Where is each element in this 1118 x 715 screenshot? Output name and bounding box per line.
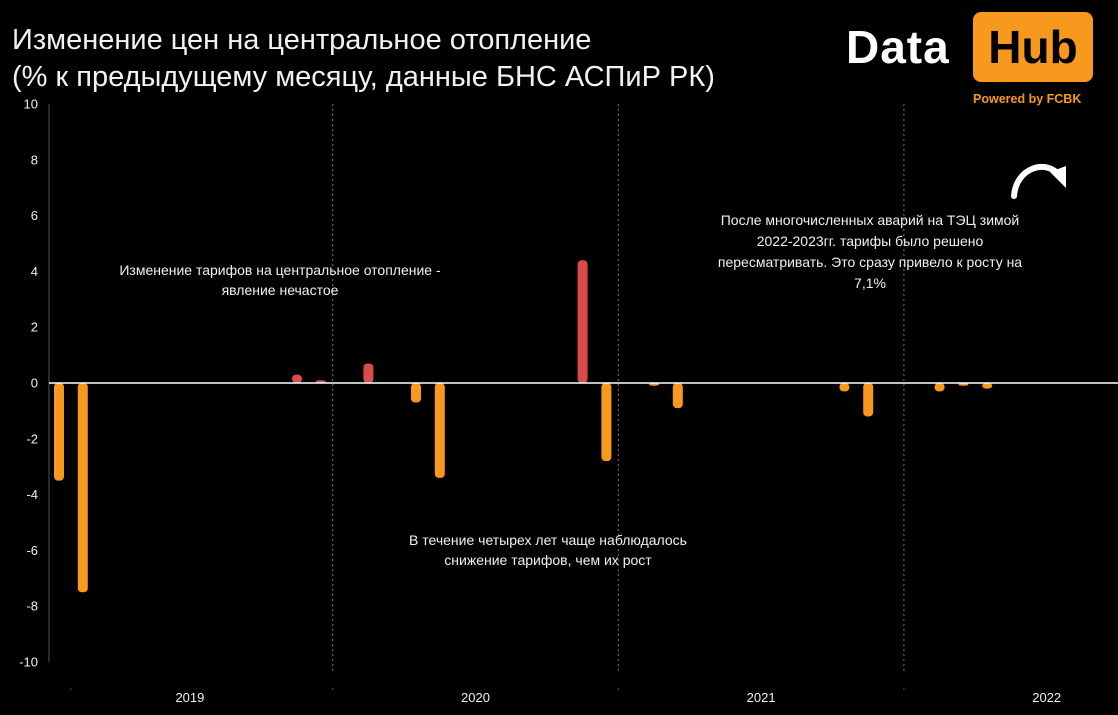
arrow-head-icon bbox=[1050, 166, 1066, 188]
bar bbox=[672, 383, 683, 409]
y-tick-label: -6 bbox=[26, 543, 38, 558]
bar bbox=[577, 260, 588, 383]
bar bbox=[434, 383, 445, 478]
logo-powered-text: Powered by FCBK bbox=[973, 92, 1082, 106]
bar bbox=[839, 383, 850, 392]
y-tick-label: 6 bbox=[31, 208, 38, 223]
annotation-text: явление нечастое bbox=[222, 282, 339, 298]
y-tick-label: 4 bbox=[31, 264, 38, 279]
datahub-logo: Data Hub Powered by FCBK bbox=[846, 12, 1096, 112]
title-line-1: Изменение цен на центральное отопление bbox=[12, 24, 592, 56]
x-year-label: 2022 bbox=[1032, 690, 1061, 705]
y-tick-label: -10 bbox=[19, 655, 38, 670]
x-year-label: 2021 bbox=[747, 690, 776, 705]
bar bbox=[411, 383, 421, 403]
annotation-text: снижение тарифов, чем их рост bbox=[444, 552, 652, 568]
bar bbox=[982, 383, 993, 389]
annotation-text: 7,1% bbox=[854, 275, 886, 291]
annotation-text: В течение четырех лет чаще наблюдалось bbox=[409, 532, 687, 548]
x-year-label: 2019 bbox=[175, 690, 204, 705]
y-tick-label: -8 bbox=[26, 599, 38, 614]
logo-hub-box: Hub bbox=[973, 12, 1093, 82]
logo-data-text: Data bbox=[846, 21, 950, 73]
bar bbox=[863, 383, 874, 417]
annotation-text: 2022-2023гг. тарифы было решено bbox=[757, 233, 984, 249]
bar bbox=[363, 363, 374, 383]
y-tick-label: -4 bbox=[26, 487, 38, 502]
y-tick-label: 10 bbox=[24, 97, 38, 112]
annotation-text: После многочисленных аварий на ТЭЦ зимой bbox=[721, 212, 1020, 228]
annotation-text: Изменение тарифов на центральное отоплен… bbox=[119, 262, 441, 278]
logo-hub-text: Hub bbox=[988, 21, 1078, 73]
bar bbox=[77, 383, 88, 593]
bar bbox=[934, 383, 945, 392]
y-tick-label: -2 bbox=[26, 431, 38, 446]
annotation-text: пересматривать. Это сразу привело к рост… bbox=[718, 254, 1022, 270]
y-tick-label: 0 bbox=[31, 376, 38, 391]
chart-title: Изменение цен на центральное отопление (… bbox=[12, 22, 715, 96]
y-tick-label: 2 bbox=[31, 320, 38, 335]
y-tick-label: 8 bbox=[31, 152, 38, 167]
bar bbox=[54, 383, 64, 481]
bar bbox=[601, 383, 612, 462]
title-line-2: (% к предыдущему месяцу, данные БНС АСПи… bbox=[12, 61, 715, 93]
bar bbox=[292, 374, 302, 383]
x-year-label: 2020 bbox=[461, 690, 490, 705]
